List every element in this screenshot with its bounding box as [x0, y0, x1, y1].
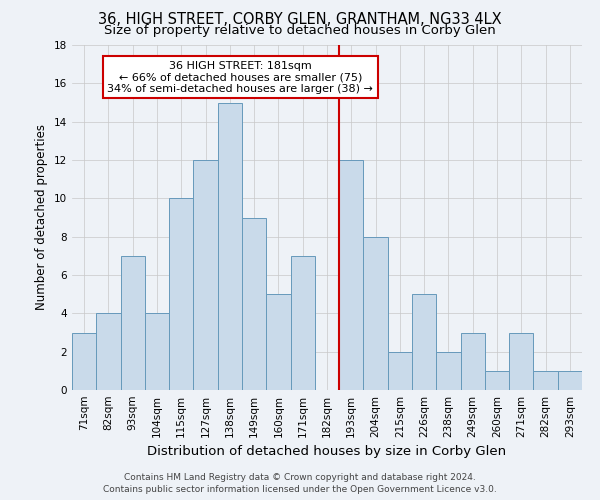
- Bar: [96, 314, 121, 390]
- Bar: [533, 371, 558, 390]
- Text: 36, HIGH STREET, CORBY GLEN, GRANTHAM, NG33 4LX: 36, HIGH STREET, CORBY GLEN, GRANTHAM, N…: [98, 12, 502, 28]
- Text: Size of property relative to detached houses in Corby Glen: Size of property relative to detached ho…: [104, 24, 496, 37]
- Bar: [509, 332, 533, 390]
- X-axis label: Distribution of detached houses by size in Corby Glen: Distribution of detached houses by size …: [148, 446, 506, 458]
- Bar: [461, 332, 485, 390]
- Bar: [558, 371, 582, 390]
- Bar: [485, 371, 509, 390]
- Bar: [193, 160, 218, 390]
- Text: 36 HIGH STREET: 181sqm
← 66% of detached houses are smaller (75)
34% of semi-det: 36 HIGH STREET: 181sqm ← 66% of detached…: [107, 60, 373, 94]
- Bar: [72, 332, 96, 390]
- Bar: [218, 102, 242, 390]
- Bar: [169, 198, 193, 390]
- Text: Contains HM Land Registry data © Crown copyright and database right 2024.
Contai: Contains HM Land Registry data © Crown c…: [103, 472, 497, 494]
- Bar: [339, 160, 364, 390]
- Bar: [242, 218, 266, 390]
- Y-axis label: Number of detached properties: Number of detached properties: [35, 124, 49, 310]
- Bar: [266, 294, 290, 390]
- Bar: [121, 256, 145, 390]
- Bar: [145, 314, 169, 390]
- Bar: [412, 294, 436, 390]
- Bar: [290, 256, 315, 390]
- Bar: [436, 352, 461, 390]
- Bar: [364, 236, 388, 390]
- Bar: [388, 352, 412, 390]
